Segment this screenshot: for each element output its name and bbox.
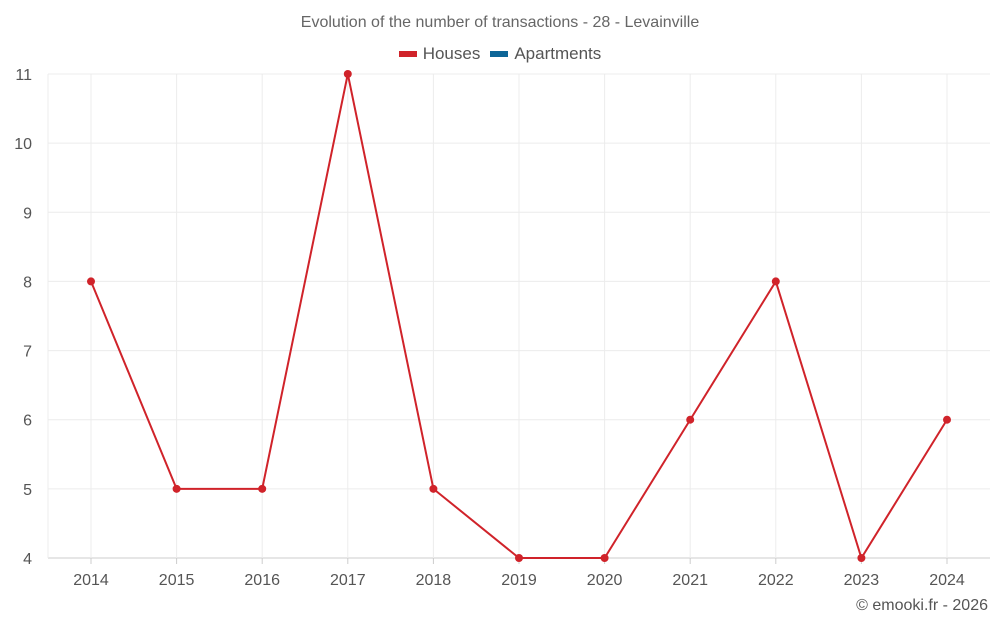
legend: Houses Apartments [0,44,1000,64]
x-tick-label: 2017 [330,572,366,589]
y-tick-label: 11 [15,67,32,84]
data-point[interactable] [258,484,267,493]
x-tick-label: 2014 [73,572,109,589]
data-point[interactable] [771,277,780,286]
x-tick-label: 2022 [758,572,794,589]
y-tick-label: 9 [23,205,32,222]
x-tick-label: 2016 [244,572,280,589]
data-point[interactable] [600,554,609,562]
data-point[interactable] [857,554,866,562]
y-tick-label: 10 [14,136,32,153]
legend-item-houses[interactable]: Houses [398,44,481,64]
y-tick-label: 5 [23,482,32,499]
y-tick-label: 4 [23,551,32,568]
y-tick-label: 6 [23,413,32,430]
x-tick-label: 2019 [501,572,537,589]
x-tick-label: 2023 [844,572,880,589]
y-tick-label: 7 [23,344,32,361]
legend-swatch-houses [398,51,417,57]
legend-swatch-apartments [490,51,509,57]
data-point[interactable] [686,415,695,424]
y-tick-label: 8 [23,274,32,291]
legend-label-houses: Houses [422,44,481,63]
x-tick-label: 2015 [159,572,195,589]
x-tick-label: 2020 [587,572,623,589]
x-tick-label: 2021 [672,572,708,589]
data-point[interactable] [172,484,181,493]
data-point[interactable] [943,415,951,424]
legend-item-apartments[interactable]: Apartments [490,44,601,64]
data-point[interactable] [429,484,438,493]
data-point[interactable] [515,554,523,562]
copyright-footer: © emooki.fr - 2026 [856,597,988,614]
legend-label-apartments: Apartments [514,44,602,63]
x-tick-label: 2018 [416,572,452,589]
data-point[interactable] [343,70,352,78]
data-point[interactable] [87,277,95,286]
chart-title: Evolution of the number of transactions … [300,14,700,31]
x-tick-label: 2024 [929,572,965,589]
